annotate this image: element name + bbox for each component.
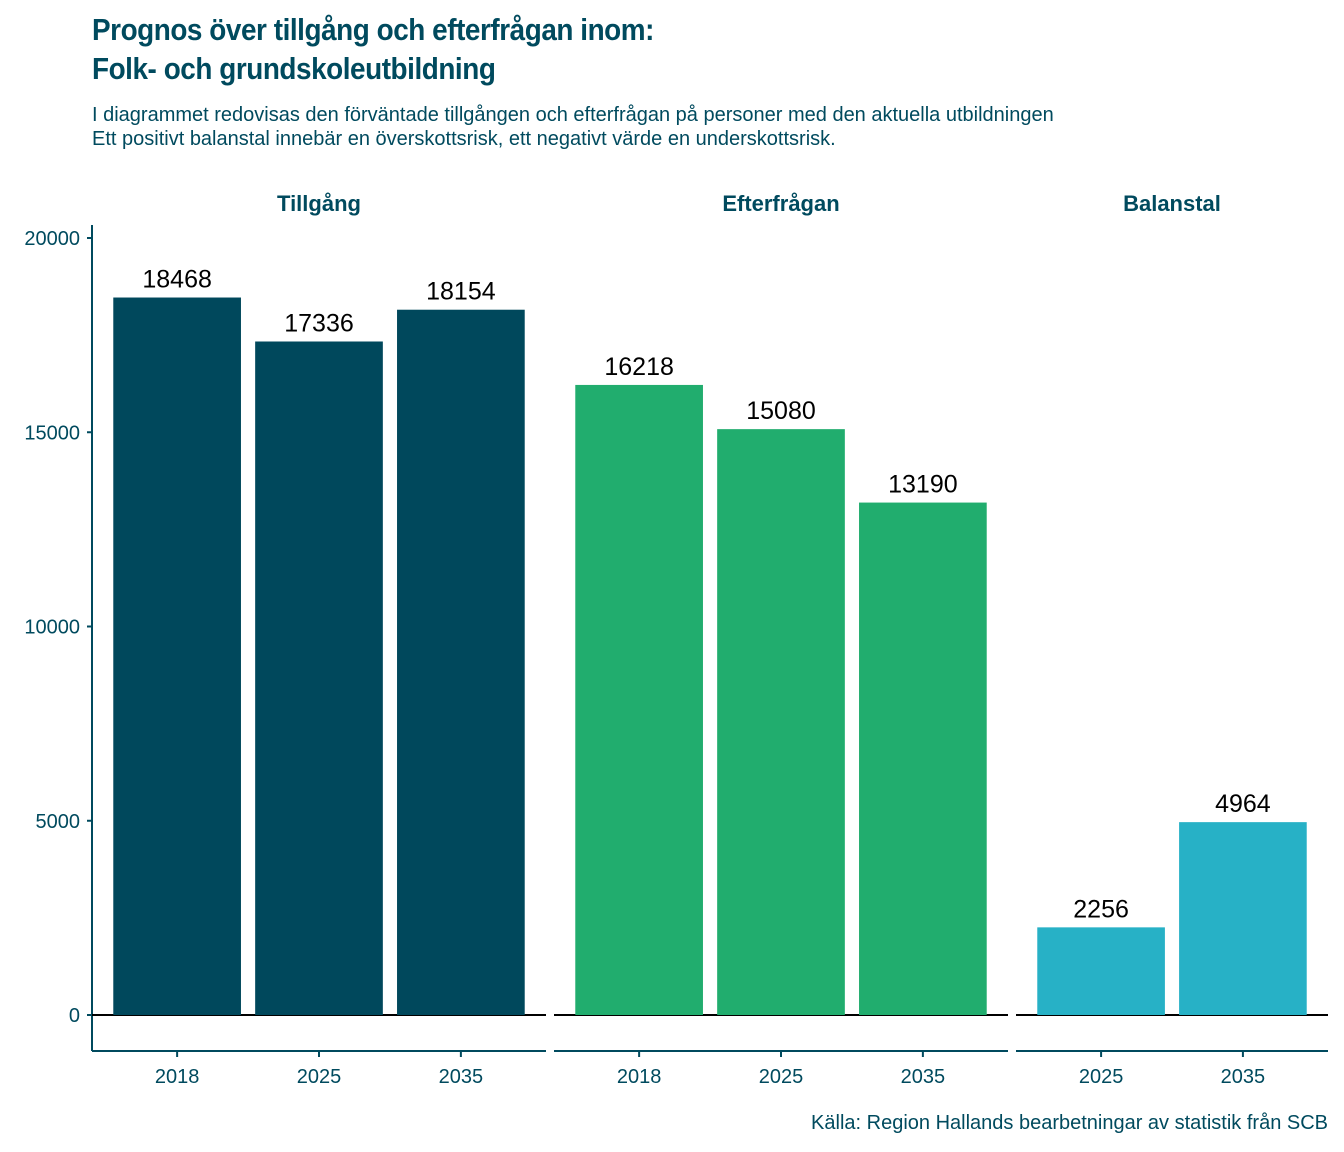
bar-efterfrågan-2035: [859, 502, 987, 1016]
facet-label-tillgång: Tillgång: [277, 191, 361, 216]
data-label: 4964: [1215, 790, 1271, 818]
x-tick-label: 2035: [901, 1066, 946, 1088]
bar-tillgång-2025: [255, 341, 383, 1015]
y-tick-label: 10000: [24, 617, 80, 639]
data-label: 15080: [746, 397, 816, 425]
x-tick-label: 2035: [439, 1066, 484, 1088]
chart-subtitle: I diagrammet redovisas den förväntade ti…: [92, 103, 1054, 151]
chart-caption: Källa: Region Hallands bearbetningar av …: [811, 1112, 1328, 1134]
y-tick-label: 0: [69, 1005, 80, 1027]
chart-title-line-2: Folk- och grundskoleutbildning: [92, 51, 496, 86]
data-label: 18154: [426, 278, 496, 306]
data-label: 17336: [284, 309, 354, 337]
data-label: 2256: [1073, 895, 1129, 923]
facet-label-balanstal: Balanstal: [1123, 191, 1221, 216]
bar-balanstal-2025: [1037, 927, 1165, 1015]
x-tick-label: 2018: [155, 1066, 200, 1088]
chart-subtitle-line-2: Ett positivt balanstal innebär en översk…: [92, 128, 836, 150]
data-label: 16218: [604, 353, 674, 381]
bar-tillgång-2035: [397, 309, 525, 1015]
data-label: 18468: [142, 266, 212, 294]
x-tick-label: 2018: [617, 1066, 662, 1088]
bar-efterfrågan-2018: [575, 384, 703, 1016]
x-tick-label: 2025: [297, 1066, 342, 1088]
x-tick-label: 2025: [1079, 1066, 1124, 1088]
facet-label-efterfrågan: Efterfrågan: [722, 191, 839, 216]
chart-subtitle-line-1: I diagrammet redovisas den förväntade ti…: [92, 104, 1054, 126]
y-tick-label: 20000: [24, 228, 80, 250]
y-tick-label: 15000: [24, 422, 80, 444]
x-tick-label: 2035: [1221, 1066, 1266, 1088]
chart-title-line-1: Prognos över tillgång och efterfrågan in…: [92, 12, 654, 47]
y-tick-label: 5000: [36, 811, 81, 833]
bar-efterfrågan-2025: [717, 429, 845, 1016]
data-label: 13190: [888, 471, 958, 499]
chart-title: Prognos över tillgång och efterfrågan in…: [92, 10, 654, 88]
bar-tillgång-2018: [113, 297, 241, 1015]
bar-balanstal-2035: [1179, 822, 1307, 1015]
x-tick-label: 2025: [759, 1066, 804, 1088]
